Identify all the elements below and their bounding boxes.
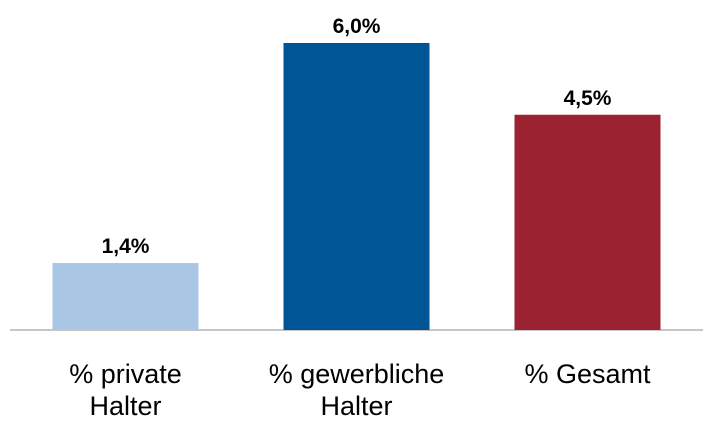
x-tick-label: % gewerbliche Halter bbox=[268, 359, 445, 421]
x-tick-label: % Gesamt bbox=[524, 359, 651, 389]
value-label: 4,5% bbox=[564, 87, 612, 110]
x-tick-label: % private Halter bbox=[69, 359, 182, 421]
bar bbox=[283, 43, 430, 330]
bar bbox=[514, 114, 661, 330]
value-label: 6,0% bbox=[333, 15, 381, 38]
bar bbox=[52, 263, 199, 330]
value-label: 1,4% bbox=[102, 235, 150, 258]
